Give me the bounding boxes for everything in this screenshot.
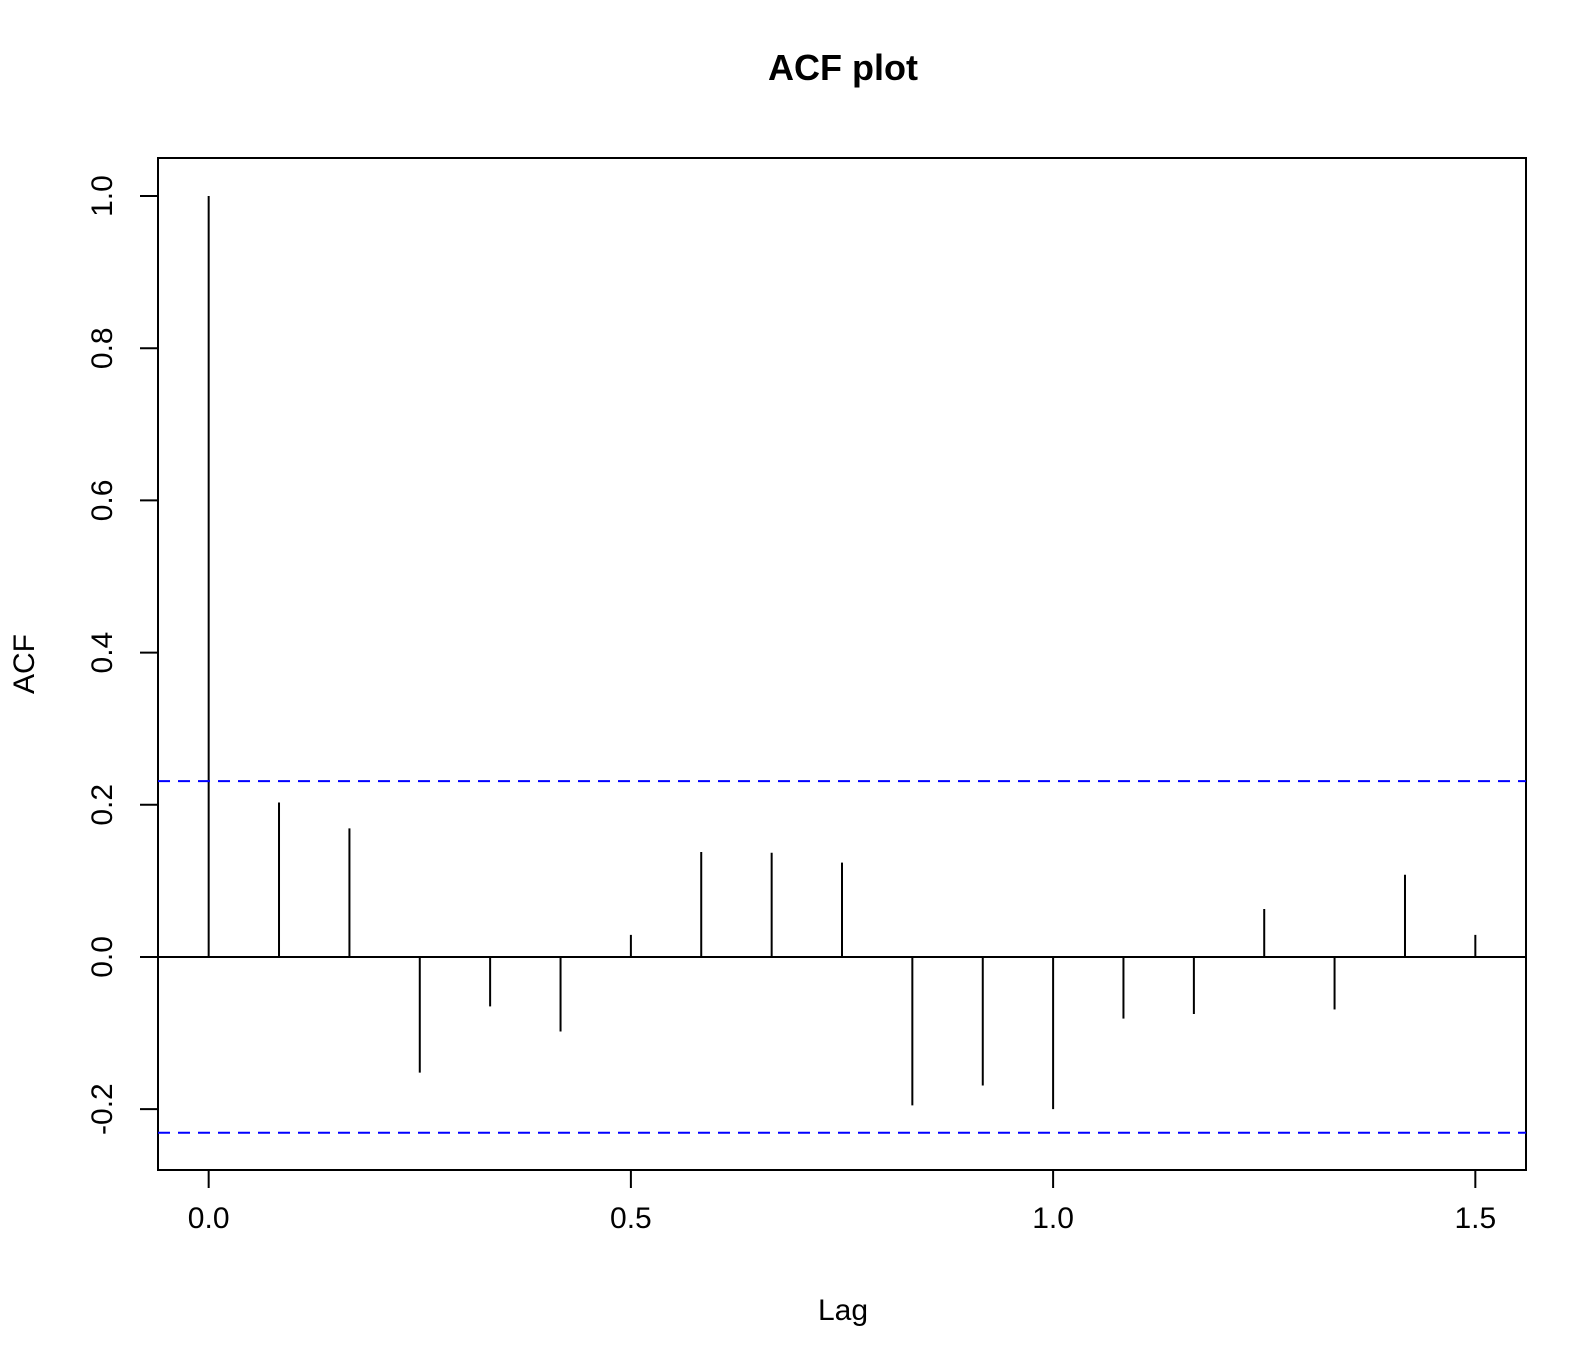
x-tick-label: 1.5 (1454, 1202, 1496, 1235)
y-tick-label: 0.8 (86, 327, 119, 369)
confidence-bounds (158, 780, 1526, 1134)
y-tick-label: 0.6 (86, 480, 119, 522)
x-axis: 0.0 0.5 1.0 1.5 (188, 1169, 1496, 1235)
y-tick-label: 0.2 (86, 784, 119, 826)
x-tick-label: 0.0 (188, 1202, 230, 1235)
y-tick-label: -0.2 (86, 1083, 119, 1135)
y-axis-label: ACF (8, 634, 41, 694)
x-tick-label: 1.0 (1032, 1202, 1074, 1235)
y-axis: -0.2 0.0 0.2 0.4 0.6 0.8 1.0 (86, 175, 159, 1135)
y-tick-label: 1.0 (86, 175, 119, 217)
plot-frame (157, 157, 1527, 1171)
y-tick-label: 0.0 (86, 936, 119, 978)
chart-title: ACF plot (768, 47, 918, 88)
x-tick-label: 0.5 (610, 1202, 652, 1235)
y-tick-label: 0.4 (86, 632, 119, 674)
x-axis-label: Lag (818, 1294, 868, 1327)
acf-bars (207, 196, 1477, 1110)
